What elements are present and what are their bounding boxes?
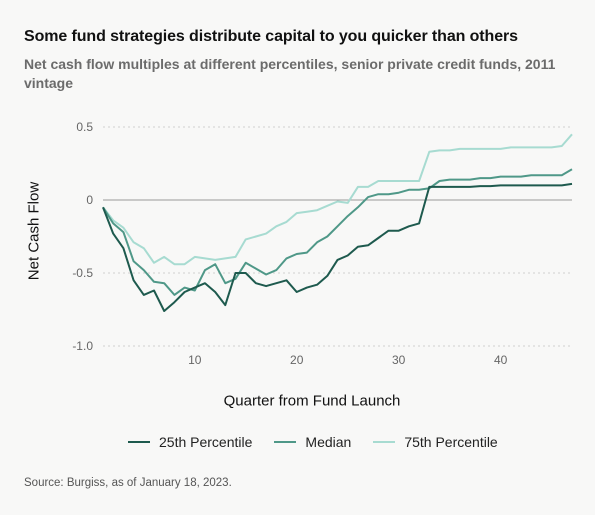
x-axis-label: Quarter from Fund Launch xyxy=(223,392,401,410)
source-note: Source: Burgiss, as of January 18, 2023. xyxy=(24,477,232,489)
legend-label-median: Median xyxy=(305,434,352,450)
series-line-median xyxy=(102,168,573,296)
y-tick-label: -0.5 xyxy=(72,266,93,280)
x-tick-label: 30 xyxy=(392,353,406,367)
y-tick-label: 0.5 xyxy=(76,120,93,134)
grid xyxy=(103,126,572,347)
legend-item-median: Median xyxy=(274,434,351,450)
legend-label-25th: 25th Percentile xyxy=(159,434,253,450)
x-tick-label: 20 xyxy=(290,353,304,367)
legend-label-75th: 75th Percentile xyxy=(404,434,498,450)
series-line-25th-percentile xyxy=(102,182,573,312)
x-ticks: 10 20 30 40 xyxy=(188,353,508,367)
legend-item-25th: 25th Percentile xyxy=(128,434,252,450)
chart-subtitle: Net cash flow multiples at different per… xyxy=(24,56,556,91)
y-tick-label: 0 xyxy=(86,193,93,207)
legend-item-75th: 75th Percentile xyxy=(373,434,498,450)
y-ticks: 0.5 0 -0.5 -1.0 xyxy=(72,120,93,353)
x-tick-label: 10 xyxy=(188,353,202,367)
y-tick-label: -1.0 xyxy=(72,339,93,353)
legend-swatch-25th xyxy=(128,441,150,443)
x-tick-label: 40 xyxy=(494,353,508,367)
chart-title: Some fund strategies distribute capital … xyxy=(24,28,518,45)
legend-swatch-median xyxy=(274,441,297,443)
legend: 25th Percentile Median 75th Percentile xyxy=(128,434,520,450)
series-line-75th-percentile xyxy=(102,133,573,266)
legend-swatch-75th xyxy=(373,441,396,443)
series-lines xyxy=(102,133,573,312)
